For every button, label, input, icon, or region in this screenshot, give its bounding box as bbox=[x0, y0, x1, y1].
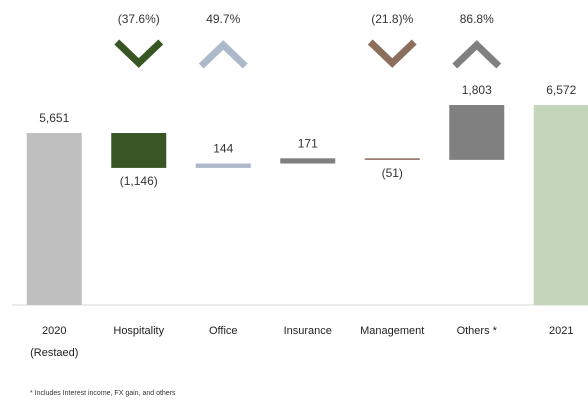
bar bbox=[533, 105, 588, 305]
value-label: 6,572 bbox=[546, 83, 576, 97]
x-tick-label: Management bbox=[360, 325, 425, 337]
x-tick-label: Hospitality bbox=[113, 325, 165, 337]
change-arrow bbox=[452, 40, 502, 69]
change-label: 86.8% bbox=[460, 12, 494, 26]
bar bbox=[280, 158, 336, 164]
value-label: (1,146) bbox=[120, 174, 158, 188]
x-tick-label: Insurance bbox=[283, 325, 332, 337]
bar bbox=[449, 105, 505, 160]
change-label: (37.6%) bbox=[118, 12, 160, 26]
bar bbox=[364, 158, 420, 160]
x-tick-label: 2021 bbox=[549, 325, 574, 337]
change-arrow bbox=[367, 39, 417, 68]
change-arrow bbox=[114, 39, 164, 68]
value-label: 5,651 bbox=[39, 111, 69, 125]
footnote: * Includes Interest income, FX gain, and… bbox=[30, 390, 176, 397]
bar bbox=[195, 163, 251, 168]
x-tick-label: Others * bbox=[456, 325, 497, 337]
change-label: (21.8)% bbox=[371, 12, 413, 26]
change-label: 49.7% bbox=[206, 12, 240, 26]
x-tick-label: 2020 (Restaed) bbox=[30, 325, 79, 359]
value-label: 144 bbox=[213, 142, 233, 156]
value-label: 171 bbox=[298, 136, 318, 150]
value-label: 1,803 bbox=[462, 83, 492, 97]
value-label: (51) bbox=[382, 166, 403, 180]
x-tick-label: Office bbox=[208, 325, 238, 337]
bar bbox=[26, 133, 82, 305]
change-arrow bbox=[198, 40, 248, 69]
bar bbox=[111, 133, 167, 168]
